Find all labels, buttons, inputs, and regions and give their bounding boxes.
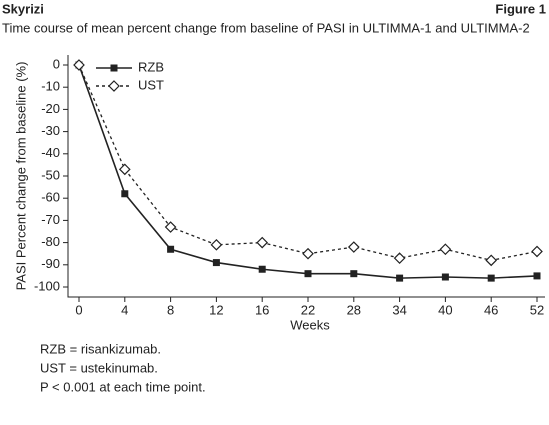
marker bbox=[121, 190, 129, 198]
x-tick-label: 0 bbox=[75, 302, 82, 317]
marker bbox=[256, 236, 269, 249]
marker bbox=[164, 221, 177, 233]
x-tick-label: 4 bbox=[121, 302, 128, 317]
y-axis-label: PASI Percent change from baseline (%) bbox=[13, 62, 28, 291]
marker bbox=[304, 270, 312, 278]
legend-label: RZB bbox=[138, 59, 164, 74]
marker bbox=[347, 241, 360, 253]
footnote: P < 0.001 at each time point. bbox=[40, 379, 206, 394]
marker bbox=[258, 265, 266, 273]
x-tick-label: 40 bbox=[438, 302, 452, 317]
y-tick-label: -10 bbox=[41, 79, 60, 94]
y-tick-label: -50 bbox=[41, 167, 60, 182]
y-tick-label: -70 bbox=[41, 212, 60, 227]
y-tick-label: -90 bbox=[41, 256, 60, 271]
series-line bbox=[78, 64, 538, 262]
footnote: RZB = risankizumab. bbox=[40, 341, 161, 356]
brand: Skyrizi bbox=[2, 1, 44, 16]
marker bbox=[118, 163, 131, 176]
marker bbox=[350, 270, 358, 278]
marker bbox=[167, 245, 175, 253]
x-tick-label: 8 bbox=[167, 302, 174, 317]
marker bbox=[302, 247, 314, 260]
x-tick-label: 28 bbox=[347, 302, 361, 317]
y-tick-label: -40 bbox=[41, 145, 60, 160]
marker bbox=[210, 238, 223, 251]
marker bbox=[487, 274, 495, 282]
marker bbox=[393, 252, 406, 264]
marker bbox=[485, 254, 498, 267]
y-tick-label: -80 bbox=[41, 234, 60, 249]
x-tick-label: 16 bbox=[255, 302, 269, 317]
x-tick-label: 12 bbox=[209, 302, 223, 317]
x-tick-label: 52 bbox=[530, 302, 544, 317]
x-tick-label: 22 bbox=[301, 302, 315, 317]
x-axis-label: Weeks bbox=[290, 317, 330, 332]
marker bbox=[73, 59, 85, 71]
footnote: UST = ustekinumab. bbox=[40, 360, 158, 375]
marker bbox=[533, 272, 541, 280]
y-tick-label: -60 bbox=[41, 190, 60, 205]
marker bbox=[396, 274, 404, 282]
marker bbox=[212, 259, 220, 267]
y-tick-label: -20 bbox=[41, 101, 60, 116]
marker bbox=[531, 245, 543, 258]
figure-label: Figure 1 bbox=[495, 1, 546, 16]
marker bbox=[439, 243, 452, 256]
legend-label: UST bbox=[138, 77, 164, 92]
axes bbox=[67, 55, 545, 298]
y-tick-label: -30 bbox=[41, 123, 60, 138]
x-tick-label: 46 bbox=[484, 302, 498, 317]
y-tick-label: 0 bbox=[53, 56, 60, 71]
marker bbox=[108, 80, 120, 92]
x-tick-label: 34 bbox=[392, 302, 406, 317]
y-tick-label: -100 bbox=[34, 278, 60, 293]
chart-title: Time course of mean percent change from … bbox=[2, 20, 530, 35]
series-line bbox=[78, 64, 538, 279]
marker bbox=[110, 64, 118, 72]
marker bbox=[441, 273, 449, 281]
